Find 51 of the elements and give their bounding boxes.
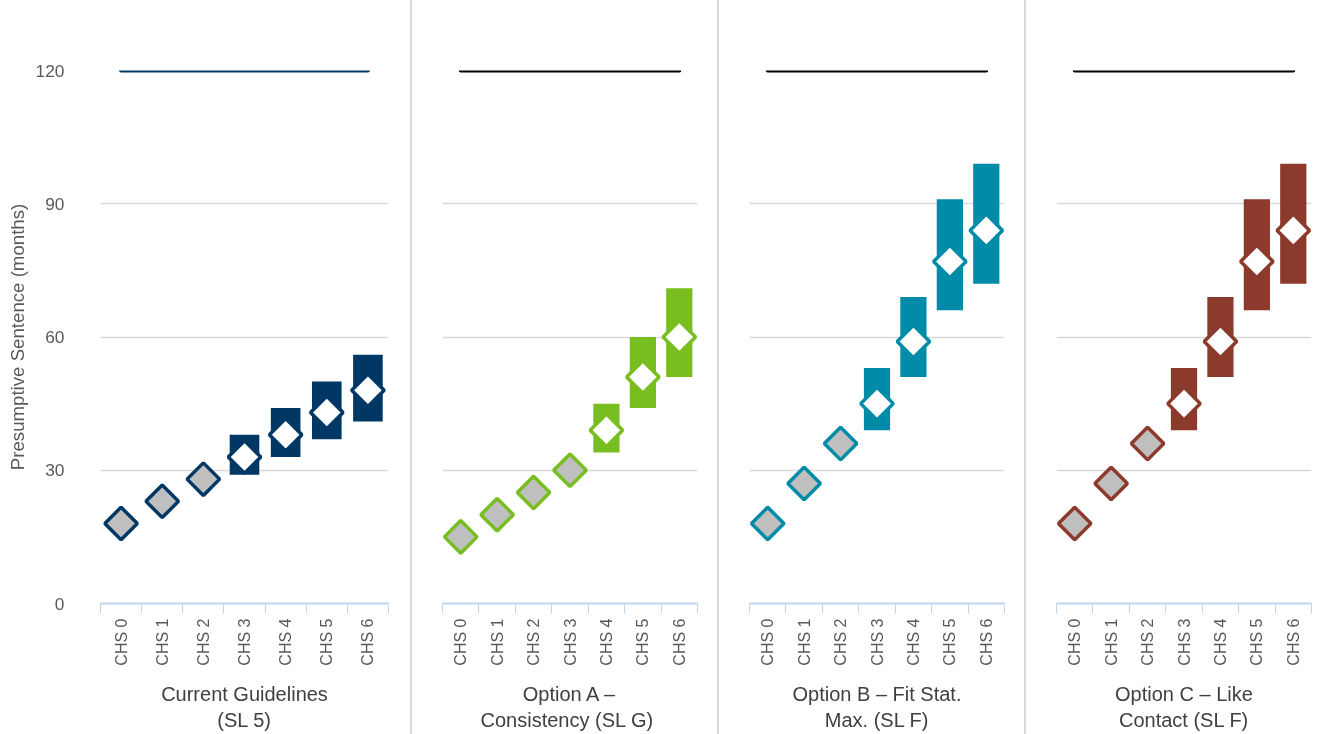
- x-axis-title: Current Guidelines (SL 5): [161, 682, 328, 732]
- x-tick-label: CHS 5: [1248, 618, 1266, 666]
- x-tick-label: CHS 5: [634, 618, 652, 666]
- point: [1129, 425, 1166, 462]
- point: [185, 461, 222, 498]
- x-tick-label: CHS 5: [318, 618, 336, 666]
- x-tick-label: CHS 1: [1102, 618, 1120, 666]
- x-tick-label: CHS 4: [1211, 618, 1229, 666]
- y-tick-label: 0: [54, 593, 65, 614]
- x-tick-label: CHS 0: [759, 618, 777, 666]
- x-tick-label: CHS 4: [597, 618, 615, 666]
- x-tick-label: CHS 1: [153, 618, 171, 666]
- x-tick-label: CHS 2: [1139, 618, 1157, 666]
- x-tick-label: CHS 0: [1066, 618, 1084, 666]
- point: [786, 465, 823, 502]
- x-tick-label: CHS 2: [194, 618, 212, 666]
- x-tick-label: CHS 3: [868, 618, 886, 666]
- x-tick-label: CHS 6: [1284, 618, 1302, 666]
- point: [1093, 465, 1130, 502]
- x-tick-label: CHS 3: [561, 618, 579, 666]
- x-tick-label: CHS 3: [236, 618, 253, 666]
- point: [749, 505, 786, 542]
- point: [551, 452, 589, 489]
- point: [103, 505, 140, 542]
- y-tick-label: 90: [45, 193, 65, 214]
- x-tick-label: CHS 6: [977, 618, 995, 666]
- x-tick-label: CHS 1: [488, 618, 506, 666]
- x-tick-label: CHS 0: [112, 618, 130, 666]
- y-tick-label: 30: [45, 460, 65, 481]
- point: [1056, 505, 1093, 542]
- point: [442, 518, 479, 555]
- y-tick-label: 120: [35, 60, 65, 81]
- x-tick-label: CHS 5: [941, 618, 959, 666]
- x-axis-title: Option B – Fit Stat. Max. (SL F): [792, 682, 962, 732]
- y-axis-title: Presumptive Sentence (months): [6, 203, 28, 471]
- x-tick-label: CHS 3: [1175, 618, 1193, 666]
- x-tick-label: CHS 2: [832, 618, 850, 666]
- x-tick-label: CHS 2: [525, 618, 543, 666]
- point: [479, 496, 516, 533]
- x-axis-title: Option A – Consistency (SL G): [480, 682, 654, 732]
- x-tick-label: CHS 4: [904, 618, 922, 666]
- x-axis-title: Option C – Like Contact (SL F): [1115, 682, 1253, 732]
- x-tick-label: CHS 6: [670, 618, 688, 666]
- x-tick-label: CHS 1: [795, 618, 813, 666]
- point: [144, 483, 181, 520]
- point: [515, 474, 552, 511]
- x-tick-label: CHS 6: [359, 618, 377, 666]
- x-tick-label: CHS 4: [277, 618, 295, 666]
- x-tick-label: CHS 0: [452, 618, 470, 666]
- point: [822, 425, 859, 462]
- y-tick-label: 60: [45, 327, 65, 347]
